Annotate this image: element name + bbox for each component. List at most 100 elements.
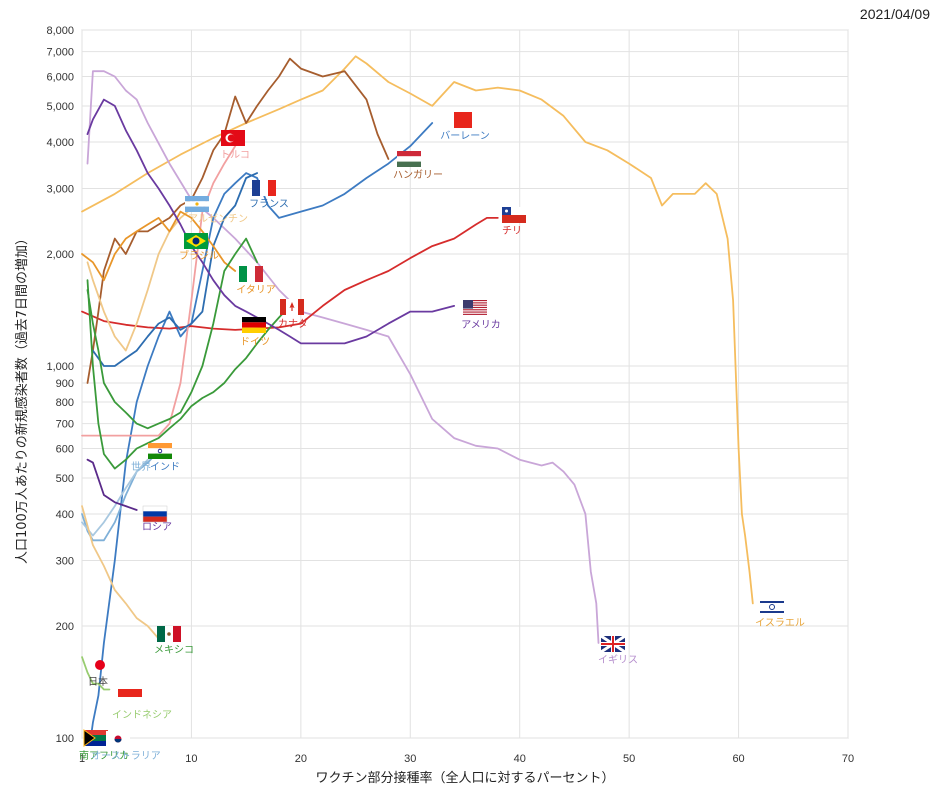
country-label-bahrain: バーレーン <box>440 130 490 142</box>
series-line-russia <box>86 458 138 511</box>
flag-usa-part <box>463 300 473 309</box>
flag-france-part <box>268 180 276 196</box>
flag-usa <box>463 300 487 316</box>
flag-india-part <box>157 448 163 454</box>
series-line-indonesia <box>81 656 111 691</box>
x-axis-title: ワクチン部分接種率（全人口に対するパーセント） <box>315 770 614 786</box>
flag-usa-part <box>463 300 487 302</box>
flag-usa-part <box>463 304 487 306</box>
flag-south-korea-part <box>114 739 122 743</box>
series-line-mexico <box>81 505 160 640</box>
country-label-south-africa: 南アフリカ <box>79 749 129 762</box>
flag-germany <box>242 317 266 333</box>
flag-italy-part <box>247 266 255 282</box>
flag-argentina-part <box>185 206 209 212</box>
grid-layer <box>81 29 849 739</box>
series-line-world <box>81 458 149 537</box>
flag-indonesia <box>118 689 142 705</box>
flag-chile <box>502 207 526 223</box>
y-tick-label: 600 <box>56 444 74 456</box>
flag-india-part <box>148 448 172 454</box>
flag-bahrain-part <box>448 112 454 128</box>
flag-south-africa-part <box>84 730 108 735</box>
country-label-russia: ロシア <box>142 522 172 533</box>
series-line-canada <box>86 279 302 470</box>
x-tick-label: 60 <box>732 753 744 765</box>
y-axis-title: 人口100万人あたりの新規感染者数（過去7日間の増加） <box>14 232 30 564</box>
flag-canada-part <box>289 302 295 308</box>
flag-israel-part <box>760 611 784 613</box>
y-tick-label: 3,000 <box>46 183 74 195</box>
flag-south-africa <box>83 729 108 747</box>
flag-argentina-part <box>195 202 199 206</box>
flag-brazil <box>184 233 208 249</box>
country-label-germany: ドイツ <box>240 337 270 348</box>
flag-indonesia-part <box>118 689 142 697</box>
x-tick-label: 50 <box>623 753 635 765</box>
flag-russia-part <box>143 511 167 517</box>
country-label-italy: イタリア <box>236 284 276 296</box>
country-label-world: 世界 <box>131 461 151 473</box>
series-line-bahrain <box>89 122 434 739</box>
series-line-hungary <box>86 57 390 384</box>
flag-usa-part <box>463 306 487 309</box>
flag-usa-part <box>463 309 487 311</box>
flag-usa-part <box>463 313 487 315</box>
y-tick-label: 4,000 <box>46 137 74 149</box>
country-label-japan: 日本 <box>88 675 108 688</box>
y-tick-label: 7,000 <box>46 47 74 59</box>
y-tick-label: 1,000 <box>46 361 74 373</box>
x-tick-label: 40 <box>514 753 526 765</box>
y-tick-label: 5,000 <box>46 101 74 113</box>
country-label-mexico: メキシコ <box>154 645 194 656</box>
flag-uk <box>600 634 626 654</box>
flag-italy-part <box>255 266 263 282</box>
y-tick-label: 900 <box>56 378 74 390</box>
flag-russia-part <box>143 506 167 512</box>
x-tick-label: 20 <box>295 753 307 765</box>
flag-chile-part <box>505 209 508 213</box>
y-tick-label: 800 <box>56 397 74 409</box>
flag-japan-part <box>95 660 105 670</box>
flag-chile-part <box>502 215 526 223</box>
flag-india <box>148 443 172 459</box>
flag-france-part <box>260 180 268 196</box>
y-tick-label: 6,000 <box>46 71 74 83</box>
series-line-israel <box>81 55 754 605</box>
flag-hungary-part <box>397 151 421 157</box>
flag-usa-part <box>463 311 487 313</box>
series-line-turkey <box>81 145 237 437</box>
flag-germany-part <box>242 327 266 333</box>
flag-france <box>252 180 276 196</box>
flag-turkey <box>221 130 245 146</box>
flag-israel <box>760 599 784 615</box>
flag-hungary-part <box>397 156 421 162</box>
y-tick-label: 200 <box>56 621 74 633</box>
country-label-hungary: ハンガリー <box>393 169 443 181</box>
flag-south-africa-part <box>83 729 96 747</box>
flag-hungary-part <box>397 161 421 167</box>
series-line-brazil <box>81 210 237 282</box>
flag-canada <box>280 299 304 315</box>
flag-india-part <box>148 453 172 459</box>
flag-russia-part <box>142 505 168 523</box>
flag-france-part <box>252 180 260 196</box>
flag-russia-part <box>143 516 167 522</box>
flag-mexico-part <box>167 632 171 636</box>
flag-turkey-part <box>227 134 235 142</box>
flag-canada-part <box>291 307 293 311</box>
flag-indonesia-part <box>118 697 142 705</box>
flag-hungary <box>397 151 421 167</box>
flag-germany-part <box>242 322 266 328</box>
country-label-brazil: ブラジル <box>179 249 219 262</box>
flag-brazil-part <box>192 237 200 245</box>
series-line-usa <box>86 98 455 345</box>
country-label-indonesia: インドネシア <box>112 709 172 721</box>
flag-germany-part <box>242 317 266 323</box>
flag-canada-part <box>280 299 286 315</box>
flag-chile-part <box>502 207 526 215</box>
flag-mexico-part <box>157 626 165 642</box>
y-tick-label: 300 <box>56 555 74 567</box>
country-label-france: フランス <box>249 198 289 210</box>
